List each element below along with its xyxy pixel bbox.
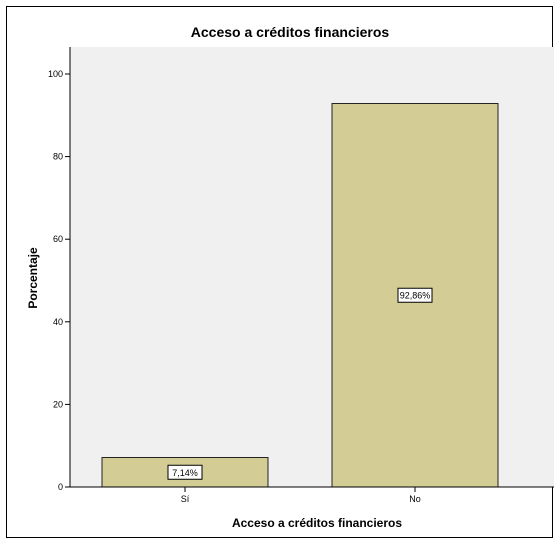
chart-title: Acceso a créditos financieros (191, 24, 390, 40)
y-axis-title: Porcentaje (26, 247, 40, 309)
bars-group: 7,14% 92,86% (101, 102, 499, 488)
data-label-box (167, 464, 203, 480)
data-label: 92,86% (400, 291, 431, 301)
y-tick-label: 80 (53, 152, 63, 162)
x-axis-title: Acceso a créditos financieros (232, 516, 402, 530)
data-label-box (397, 287, 433, 303)
chart-frame: Acceso a créditos financieros Porcentaje… (6, 6, 554, 538)
x-tick-label: No (409, 494, 421, 504)
x-tick-label: Sí (181, 494, 190, 504)
data-label: 7,14% (172, 468, 198, 478)
y-tick-label: 0 (58, 482, 63, 492)
y-tick-label: 40 (53, 317, 63, 327)
y-tick-label: 20 (53, 399, 63, 409)
axes-group: Sí No 0 20 40 60 80 100 (48, 47, 554, 504)
y-tick-label: 100 (48, 69, 63, 79)
y-tick-label: 60 (53, 234, 63, 244)
bar-chart: Acceso a créditos financieros Porcentaje… (26, 24, 554, 530)
